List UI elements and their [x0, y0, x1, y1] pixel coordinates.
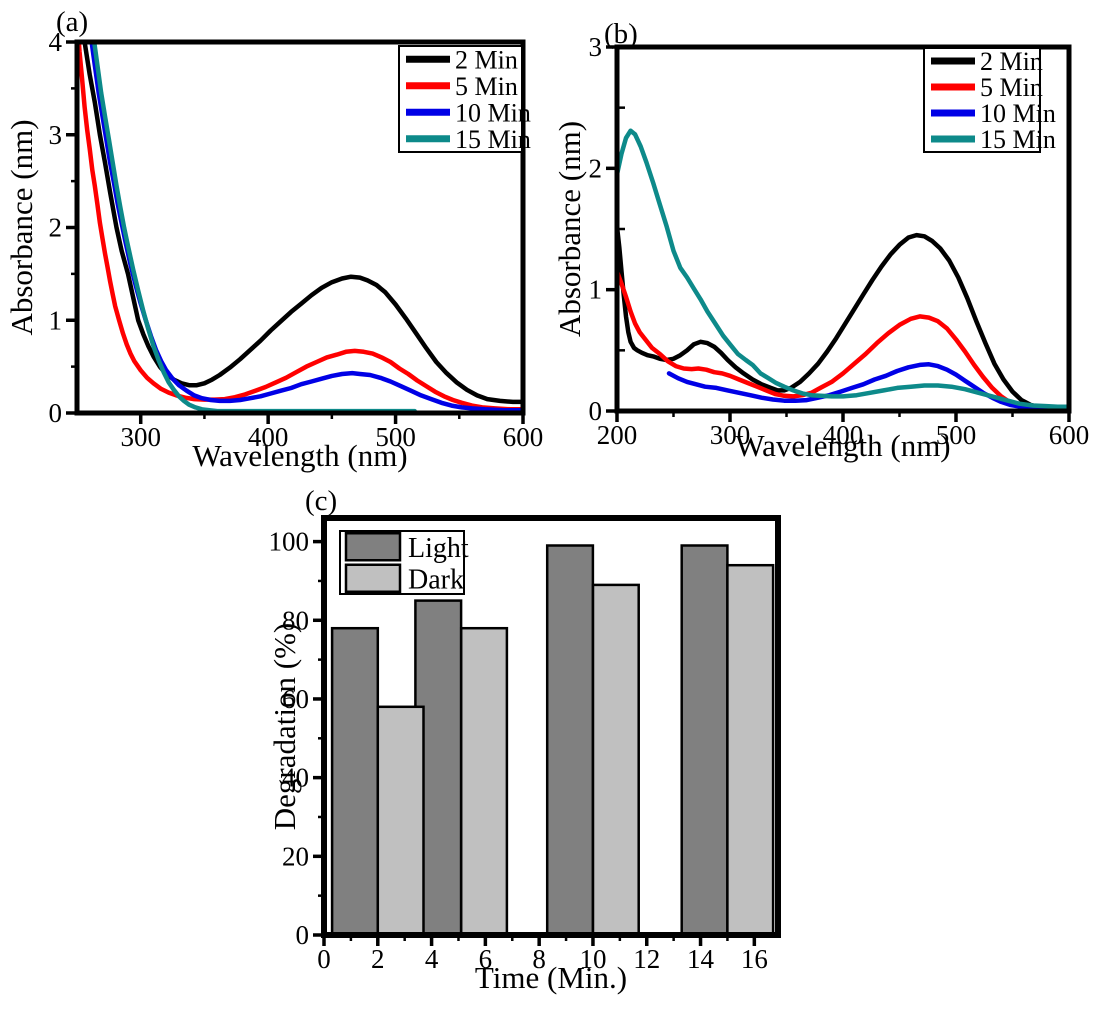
y-tick-label: 1	[49, 305, 63, 335]
legend-label-10-min: 10 Min	[980, 99, 1056, 128]
x-tick-label: 10	[579, 944, 606, 974]
y-tick-label: 2	[49, 213, 63, 243]
x-tick-label: 400	[823, 420, 864, 450]
bar-dark	[726, 563, 775, 935]
curve-2-min	[82, 42, 523, 405]
panel-label-b: (b)	[604, 18, 638, 50]
y-axis-title-b: Absorbance (nm)	[552, 121, 587, 337]
plot-area-b	[617, 128, 1069, 411]
x-axis-title-a: Wavelength (nm)	[192, 438, 407, 473]
y-tick-label: 60	[282, 684, 309, 714]
panel-a: 300 400 500 600 0 1 2 3 4 Wavelength (nm) Absorban…	[4, 6, 544, 473]
legend-label-15-min: 15 Min	[455, 125, 531, 154]
x-axis-title-b: Wavelength (nm)	[735, 428, 950, 463]
x-tick-label: 14	[687, 944, 715, 974]
x-tick-label: 600	[1049, 420, 1090, 450]
y-tick-label: 0	[589, 396, 603, 426]
legend-label-15-min: 15 Min	[980, 125, 1056, 154]
x-tick-label: 4	[425, 944, 439, 974]
legend-label-5-min: 5 Min	[980, 73, 1043, 102]
curve-15-min	[617, 128, 1069, 410]
panel-label-c: (c)	[305, 485, 337, 517]
y-tick-label: 0	[49, 398, 63, 428]
x-tick-label: 200	[597, 420, 638, 450]
x-tick-label: 0	[317, 944, 331, 974]
bar-dark	[376, 705, 425, 935]
y-tick-label: 80	[282, 605, 309, 635]
legend-swatch-dark	[344, 563, 402, 593]
legend-label-dark: Dark	[408, 564, 464, 595]
x-axis-title-c: Time (Min.)	[475, 960, 627, 995]
legend-label-2-min: 2 Min	[455, 45, 518, 74]
legend-box	[398, 45, 523, 153]
legend-label-2-min: 2 Min	[980, 47, 1043, 76]
y-tick-label: 2	[589, 153, 603, 183]
y-tick-label: 4	[49, 27, 63, 57]
x-tick-label: 600	[503, 422, 544, 452]
y-tick-label: 3	[49, 120, 63, 150]
legend-box	[923, 47, 1041, 153]
panel-c: 0 2 4 6 8 10 12 14 16 0 20 40 60 80 100 Time (Min.) Degr…	[267, 485, 781, 995]
y-axis-title-c: Degradation (%)	[267, 623, 302, 830]
x-tick-label: 300	[710, 420, 751, 450]
x-tick-label: 500	[375, 422, 416, 452]
y-tick-label: 3	[589, 32, 603, 62]
curve-5-min	[617, 269, 1069, 411]
legend-swatch-light	[344, 532, 402, 562]
bar-dark	[591, 583, 640, 935]
x-tick-label: 12	[633, 944, 660, 974]
bar-dark	[459, 626, 509, 935]
x-tick-label: 500	[936, 420, 977, 450]
y-tick-label: 40	[282, 763, 309, 793]
y-tick-label: 100	[269, 527, 310, 557]
y-tick-label: 0	[296, 920, 310, 950]
bar-light	[330, 626, 380, 935]
x-tick-label: 2	[371, 944, 385, 974]
x-tick-label: 16	[741, 944, 768, 974]
panel-b: 200 300 400 500 600 0 1 2 3 Wavelength (nm) Absorb…	[552, 18, 1089, 463]
legend-label-10-min: 10 Min	[455, 98, 531, 127]
legend-label-light: Light	[408, 533, 469, 564]
y-axis-title-a: Absorbance (nm)	[4, 119, 39, 335]
y-tick-label: 20	[282, 841, 309, 871]
axes-frame-c	[321, 515, 781, 938]
plot-area-c	[330, 544, 775, 935]
legend-label-5-min: 5 Min	[455, 72, 518, 101]
x-tick-label: 8	[532, 944, 546, 974]
x-tick-label: 6	[479, 944, 493, 974]
y-tick-label: 1	[589, 275, 603, 305]
bar-light	[680, 544, 729, 935]
x-tick-label: 400	[248, 422, 289, 452]
x-tick-label: 300	[120, 422, 161, 452]
panel-label-a: (a)	[56, 6, 88, 38]
bar-light	[545, 544, 595, 935]
